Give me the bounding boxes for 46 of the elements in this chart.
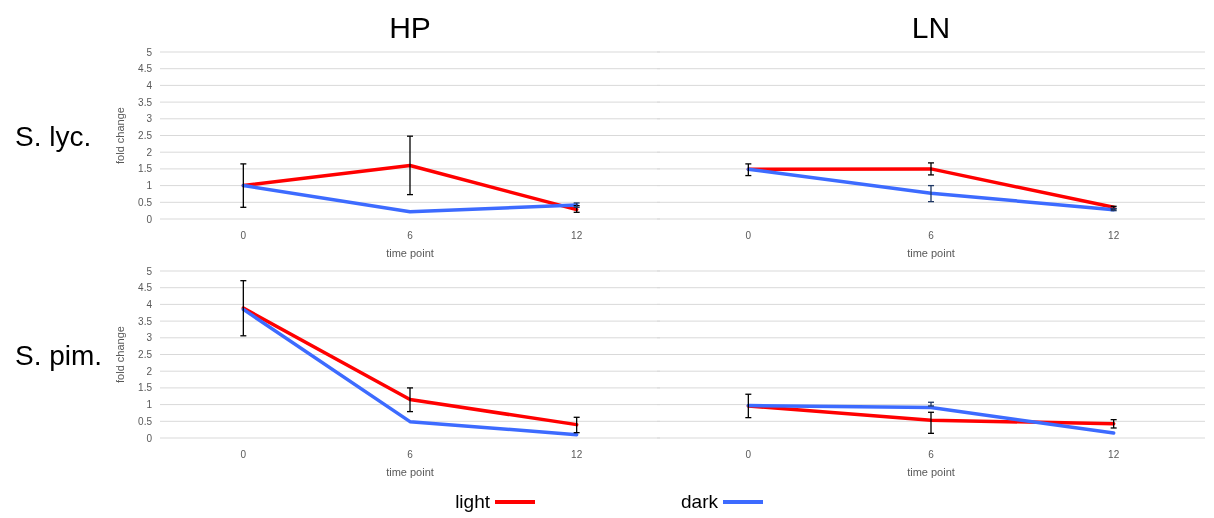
x-tick-label: 0	[240, 449, 247, 460]
x-tick-label: 6	[928, 230, 935, 241]
y-tick-label: 4	[146, 79, 153, 91]
y-tick-label: 0	[146, 213, 153, 225]
y-axis-title: fold change	[114, 326, 126, 383]
text: S. pim.	[15, 339, 103, 371]
y-tick-label: 1.5	[138, 163, 153, 175]
x-tick-label: 6	[928, 449, 935, 460]
y-tick-label: 4.5	[138, 282, 153, 294]
y-tick-label: 5	[146, 46, 153, 58]
legend-label: dark	[681, 491, 719, 512]
y-tick-label: 2.5	[138, 130, 153, 141]
chart-title: LN	[911, 11, 951, 44]
y-axis-title: fold change	[114, 107, 126, 164]
y-tick-label: 4	[146, 298, 153, 310]
y-tick-label: 1.5	[138, 382, 153, 394]
y-tick-label: 0	[146, 432, 153, 444]
y-tick-label: 3.5	[138, 96, 153, 108]
y-tick-label: 1	[146, 180, 153, 192]
y-tick-label: 0.5	[138, 196, 153, 208]
y-tick-label: 5	[146, 265, 153, 277]
x-axis-title: time point	[386, 466, 434, 478]
x-axis-title: time point	[907, 247, 955, 259]
y-tick-label: 1	[146, 399, 153, 411]
x-axis-title: time point	[386, 247, 434, 259]
y-tick-label: 2	[146, 146, 153, 158]
y-tick-label: 3	[146, 113, 153, 125]
y-tick-label: 3	[146, 332, 153, 344]
x-tick-label: 12	[1108, 449, 1120, 460]
y-tick-label: 3.5	[138, 315, 153, 327]
x-tick-label: 12	[571, 230, 583, 241]
x-tick-label: 0	[745, 230, 752, 241]
chart-title: HP	[389, 11, 431, 44]
x-tick-label: 6	[407, 230, 414, 241]
y-tick-label: 0.5	[138, 415, 153, 427]
x-tick-label: 12	[571, 449, 583, 460]
x-tick-label: 6	[407, 449, 414, 460]
y-tick-label: 4.5	[138, 63, 153, 75]
x-tick-label: 12	[1108, 230, 1120, 241]
y-tick-label: 2	[146, 365, 153, 377]
x-tick-label: 0	[240, 230, 247, 241]
y-tick-label: 2.5	[138, 349, 153, 360]
x-axis-title: time point	[907, 466, 955, 478]
text: S. lyc.	[15, 120, 92, 152]
legend-label: light	[455, 491, 491, 512]
x-tick-label: 0	[745, 449, 752, 460]
